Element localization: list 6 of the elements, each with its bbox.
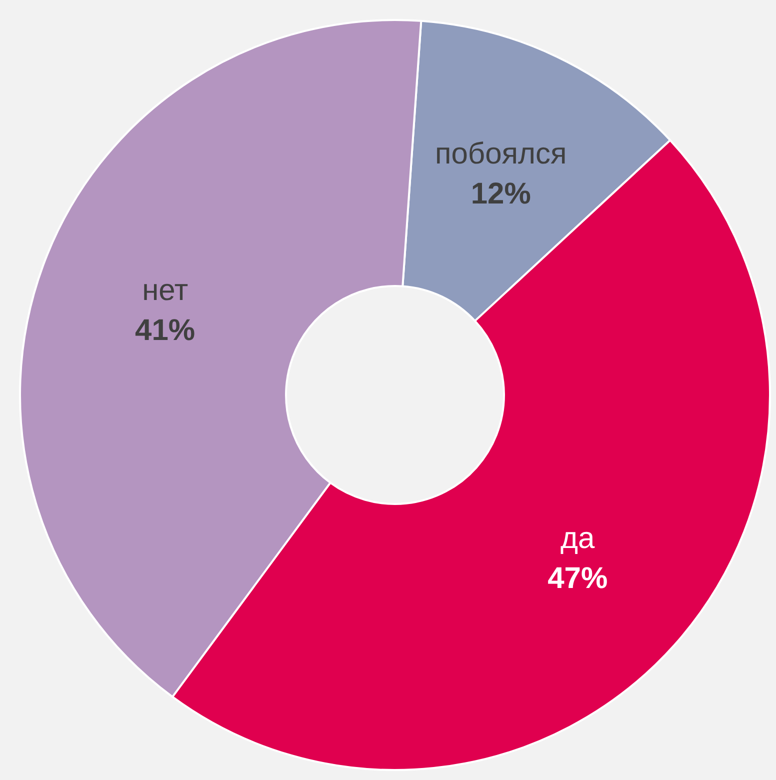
slice-label: да xyxy=(560,522,596,555)
data-label: 12% xyxy=(470,178,531,211)
slice-label: побоялся xyxy=(434,138,567,171)
slice-label: нет xyxy=(142,274,188,307)
data-label: 47% xyxy=(548,562,608,595)
data-label: 41% xyxy=(135,314,196,347)
